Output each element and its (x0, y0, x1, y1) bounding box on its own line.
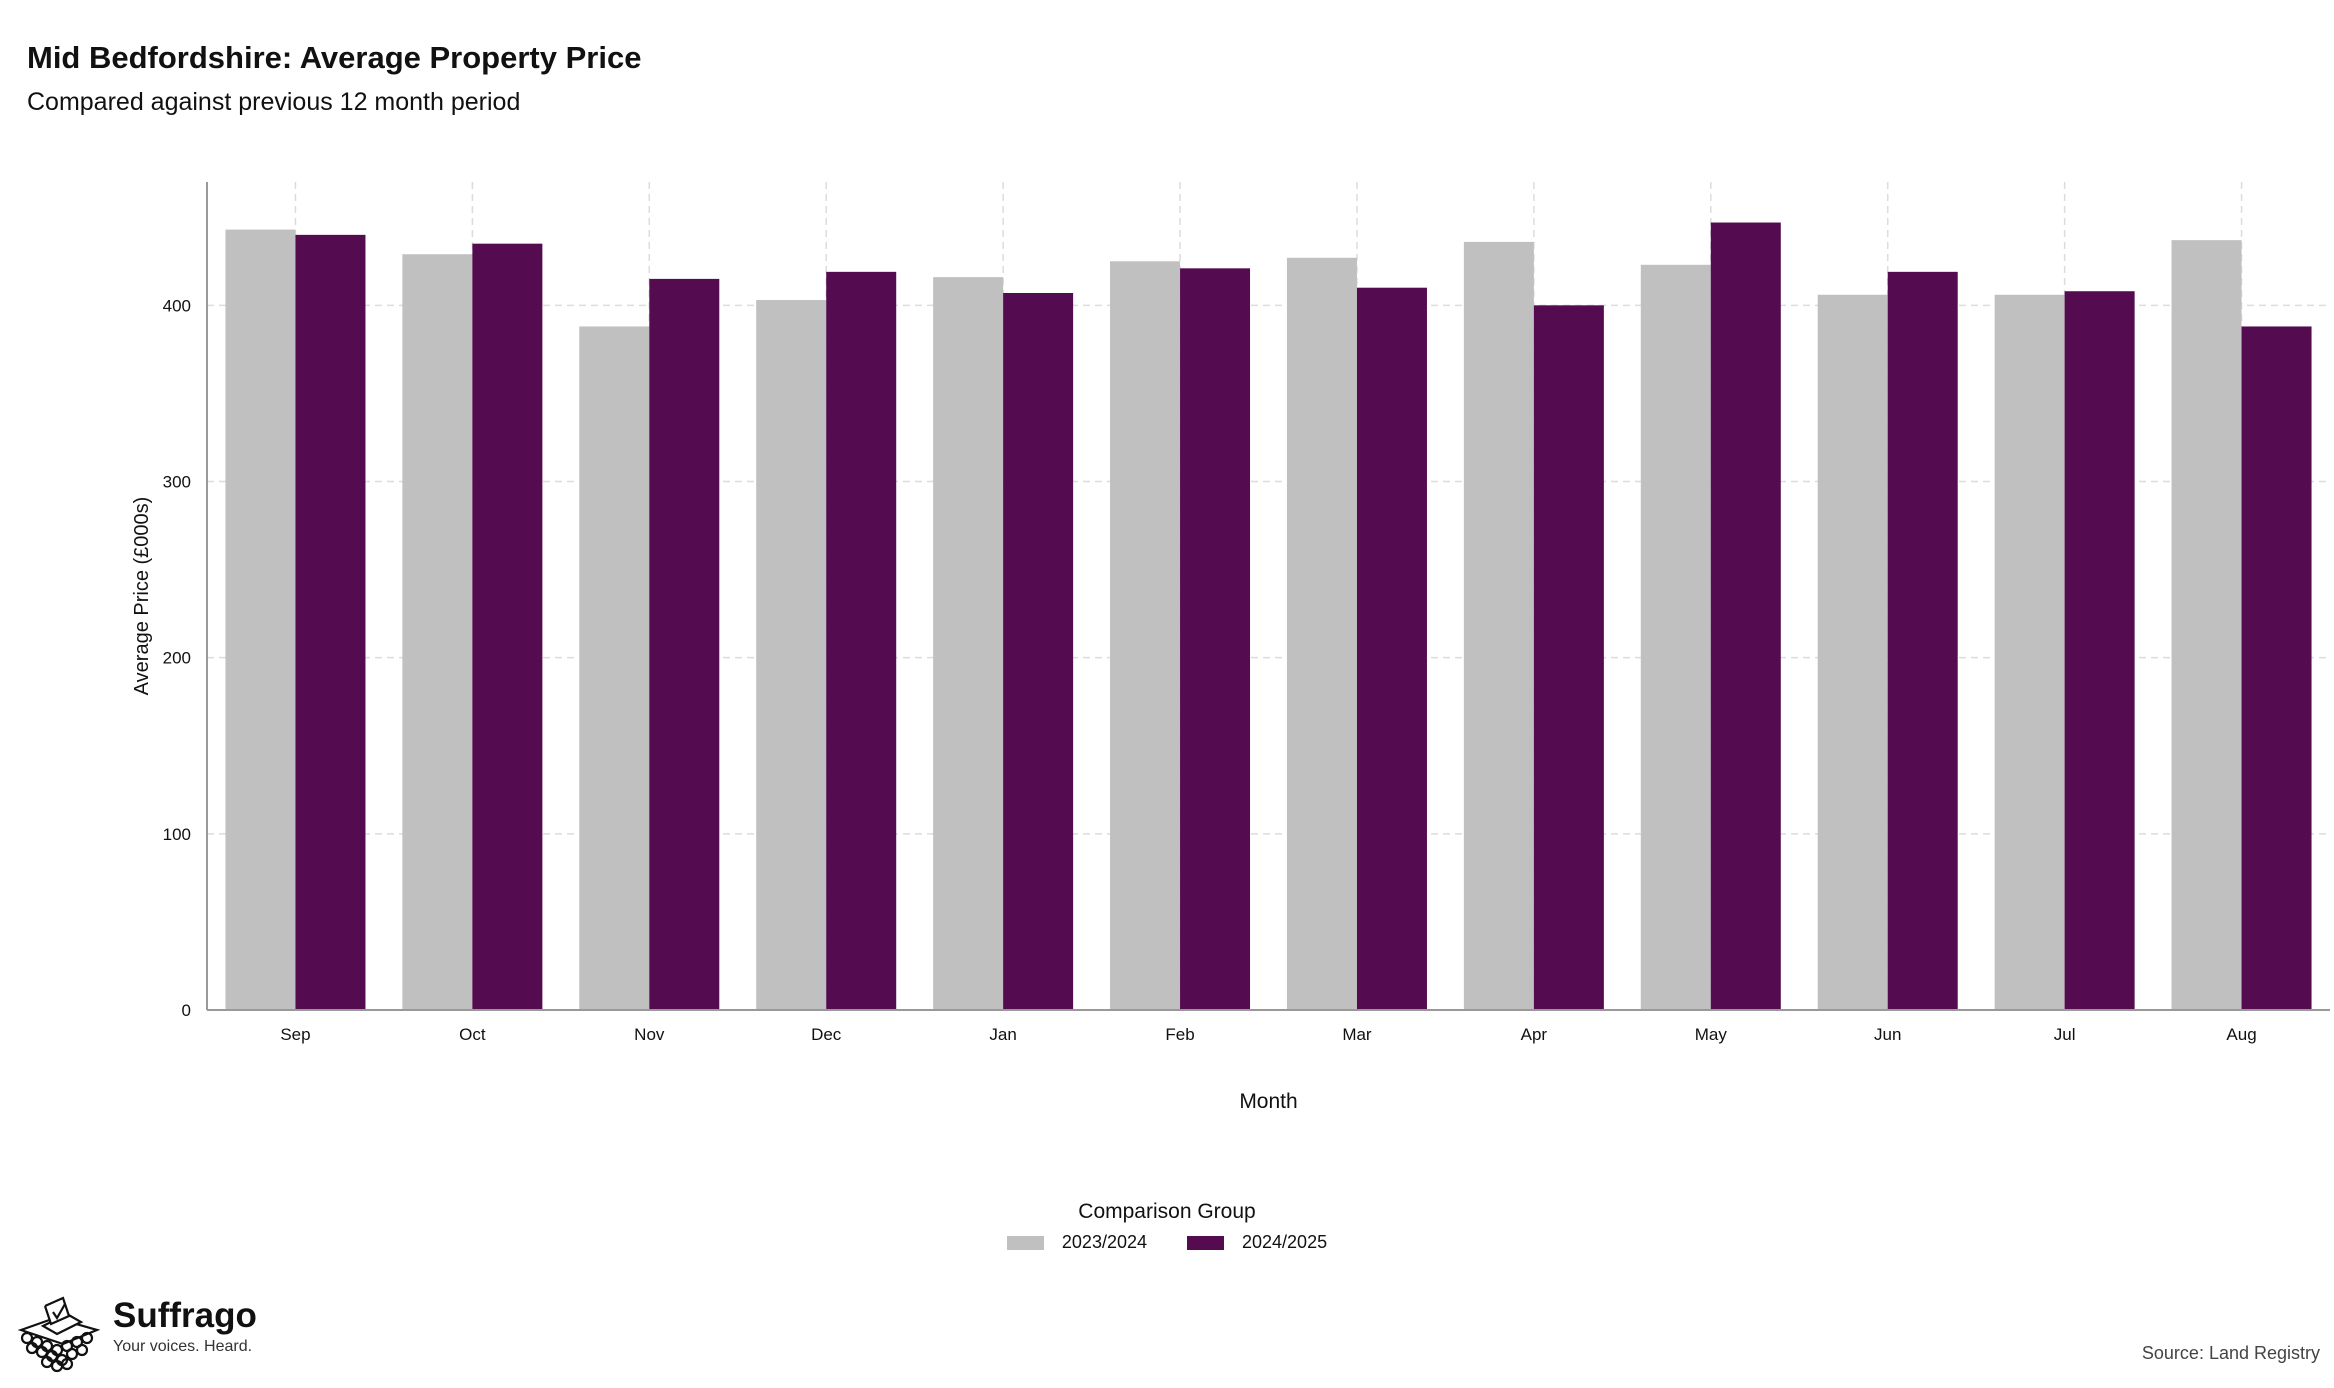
bar-2023-2024-dec (756, 300, 827, 1010)
bar-2024-2025-dec (826, 271, 897, 1010)
x-tick-label: Apr (1521, 1025, 1548, 1044)
source-note: Source: Land Registry (2141, 1343, 2320, 1363)
x-tick-label: Jan (989, 1025, 1016, 1044)
bar-2024-2025-aug (2241, 326, 2312, 1010)
bar-2023-2024-feb (1110, 261, 1181, 1010)
brand-tagline: Your voices. Heard. (113, 1338, 253, 1355)
y-tick-label: 300 (163, 472, 191, 491)
bar-2024-2025-sep (295, 234, 366, 1010)
x-tick-label: Jul (2054, 1025, 2076, 1044)
bar-2023-2024-oct (402, 254, 473, 1010)
y-axis-label: Average Price (£000s) (131, 497, 153, 696)
y-tick-label: 0 (182, 1001, 191, 1020)
ballot-box-icon (15, 1296, 105, 1383)
bar-2023-2024-jun (1817, 294, 1888, 1011)
x-tick-label: Mar (1342, 1025, 1372, 1044)
bar-2023-2024-jan (933, 277, 1004, 1010)
y-tick-label: 200 (163, 649, 191, 668)
bar-2023-2024-jul (1994, 294, 2065, 1011)
x-tick-label: May (1695, 1025, 1728, 1044)
x-tick-label: Oct (459, 1025, 486, 1044)
bar-2024-2025-jun (1887, 271, 1958, 1010)
legend-title: Comparison Group (1078, 1200, 1256, 1223)
bar-2023-2024-sep (225, 229, 296, 1010)
axes: 0 100 200 300 400 Sep Oct Nov Dec Jan Feb Mar Apr May… (163, 182, 2330, 1044)
legend-swatch (1187, 1235, 1224, 1250)
bar-2024-2025-feb (1180, 268, 1251, 1011)
x-axis-label: Month (1239, 1090, 1297, 1113)
x-tick-label: Sep (280, 1025, 310, 1044)
page-subtitle: Compared against previous 12 month perio… (27, 88, 521, 116)
bar-2024-2025-may (1710, 222, 1781, 1010)
x-tick-label: Jun (1874, 1025, 1901, 1044)
brand-name: Suffrago (113, 1296, 257, 1335)
bar-2023-2024-apr (1463, 241, 1534, 1010)
bar-2024-2025-jul (2064, 291, 2135, 1010)
y-tick-label: 400 (163, 296, 191, 315)
legend: Comparison Group 2023/2024 2024/2025 (0, 1200, 2334, 1253)
legend-item-2024-2025: 2024/2025 (1187, 1232, 1327, 1253)
bars (225, 222, 2312, 1011)
page-title: Mid Bedfordshire: Average Property Price (27, 40, 642, 75)
bar-chart: 0 100 200 300 400 Sep Oct Nov Dec Jan Feb Mar Apr May… (131, 182, 2330, 1113)
bar-2024-2025-nov (649, 278, 720, 1010)
bar-2023-2024-mar (1286, 257, 1357, 1011)
legend-label: 2023/2024 (1061, 1232, 1147, 1252)
bar-2024-2025-oct (472, 243, 543, 1011)
legend-label: 2024/2025 (1242, 1232, 1328, 1252)
bar-2024-2025-apr (1533, 305, 1604, 1010)
x-tick-label: Nov (634, 1025, 665, 1044)
x-tick-label: Dec (811, 1025, 842, 1044)
bar-2024-2025-jan (1003, 292, 1074, 1010)
bar-2024-2025-mar (1356, 287, 1427, 1010)
x-tick-label: Aug (2226, 1025, 2256, 1044)
legend-swatch (1006, 1235, 1044, 1250)
y-tick-label: 100 (163, 825, 191, 844)
bar-2023-2024-may (1640, 264, 1711, 1010)
legend-item-2023-2024: 2023/2024 (1006, 1232, 1147, 1253)
brand-logo: Suffrago Your voices. Heard. (15, 1296, 257, 1383)
bar-2023-2024-nov (579, 326, 650, 1010)
bar-2023-2024-aug (2171, 240, 2242, 1010)
x-tick-label: Feb (1165, 1025, 1194, 1044)
